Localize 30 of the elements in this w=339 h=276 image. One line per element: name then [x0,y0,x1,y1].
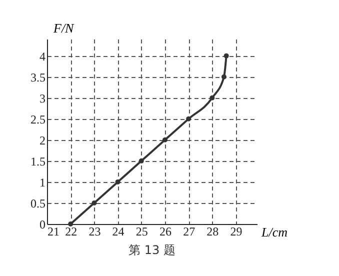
x-tick-label: 24 [112,224,124,238]
point [138,158,144,164]
x-tick-label: 28 [206,224,219,238]
x-tick-label: 25 [136,224,148,238]
y-tick-label: 0.5 [30,196,46,210]
y-tick-label: 1 [40,175,46,190]
text: 第 13 题 [128,243,176,257]
y-axis-title: F/N [52,20,76,36]
y-tick-label: 1.5 [30,154,46,168]
x-tick-label: 21 [48,224,60,238]
y-tick-label: 2.5 [30,112,46,126]
point [162,137,168,142]
point [221,74,226,80]
x-tick-label: 29 [230,224,242,238]
point [115,179,120,184]
y-tick-label: 3 [40,91,46,106]
x-tick-label: 23 [88,224,101,238]
y-tick-label: 0 [40,218,46,232]
y-tick-label: 2 [40,133,46,148]
point [224,53,229,58]
y-tick-label: 4 [40,49,46,64]
x-tick-label: 22 [65,224,78,238]
point [210,95,215,100]
point [186,116,192,122]
x-tick-label: 26 [159,224,172,238]
x-axis-title: L/cm [260,224,288,240]
y-tick-label: 3.5 [30,70,46,84]
x-tick-label: 27 [183,224,196,238]
point [68,222,74,226]
point [92,200,97,206]
